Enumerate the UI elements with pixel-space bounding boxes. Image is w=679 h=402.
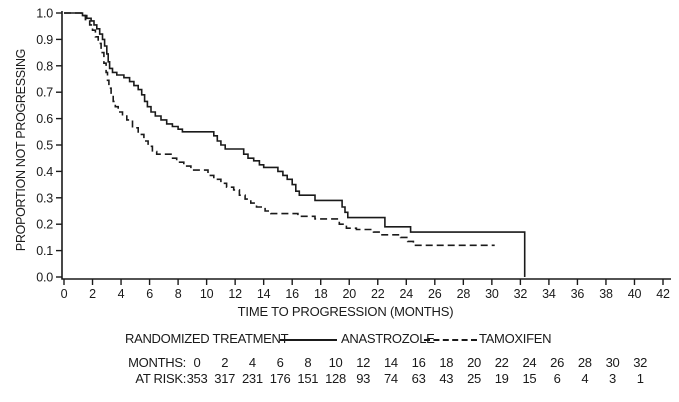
- x-tick-label: 40: [628, 287, 642, 301]
- risk-atrisk-value: 317: [214, 371, 236, 386]
- x-tick-label: 42: [656, 287, 670, 301]
- risk-table-months-row: MONTHS: 0 2 4 6 8 10 12 14 16 18 20 22 24 26 28 30 32: [0, 355, 679, 370]
- x-tick-label: 18: [314, 287, 328, 301]
- risk-months-value: 22: [494, 355, 509, 370]
- y-tick-label: 0.5: [36, 139, 53, 153]
- risk-atrisk-value: 4: [581, 371, 589, 386]
- risk-atrisk-value: 1: [636, 371, 644, 386]
- x-tick-label: 12: [228, 287, 242, 301]
- risk-atrisk-value: 25: [467, 371, 481, 386]
- risk-months-value: 14: [383, 355, 398, 370]
- y-tick-label: 0.1: [36, 244, 53, 258]
- risk-atrisk-value: 43: [439, 371, 454, 386]
- risk-months-label: MONTHS:: [128, 355, 186, 370]
- x-tick-label: 0: [61, 287, 68, 301]
- risk-months-value: 16: [411, 355, 426, 370]
- risk-months-value: 20: [467, 355, 481, 370]
- x-tick-label: 6: [146, 287, 153, 301]
- axes: [61, 11, 671, 280]
- risk-months-value: 12: [356, 355, 371, 370]
- x-tick-label: 28: [457, 287, 471, 301]
- risk-months-value: 18: [439, 355, 454, 370]
- risk-atrisk-value: 74: [383, 371, 398, 386]
- risk-months-value: 24: [522, 355, 537, 370]
- y-tick-label: 0.7: [36, 86, 53, 100]
- x-axis-title: TIME TO PROGRESSION (MONTHS): [237, 304, 454, 319]
- risk-atrisk-value: 128: [325, 371, 346, 386]
- x-tick-label: 14: [257, 287, 271, 301]
- risk-atrisk-value: 151: [297, 371, 319, 386]
- risk-months-value: 26: [550, 355, 565, 370]
- x-tick-label: 38: [599, 287, 613, 301]
- risk-atrisk-label: AT RISK:: [135, 371, 186, 386]
- tamoxifen-curve: [64, 12, 495, 247]
- x-tick-label: 26: [428, 287, 442, 301]
- anastrozole-curve: [64, 12, 526, 277]
- x-tick-label: 8: [175, 287, 182, 301]
- legend-title: RANDOMIZED TREATMENT: [125, 331, 289, 346]
- y-tick-label: 0.6: [36, 112, 53, 126]
- x-tick-label: 36: [571, 287, 585, 301]
- risk-atrisk-value: 19: [494, 371, 509, 386]
- legend-label-tamoxifen: TAMOXIFEN: [479, 331, 552, 346]
- risk-months-value: 8: [304, 355, 312, 370]
- solid-line-sample: [280, 339, 337, 341]
- legend-label-anastrozole: ANASTROZOLE: [341, 331, 435, 346]
- x-tick-label: 24: [400, 287, 414, 301]
- risk-months-value: 2: [221, 355, 229, 370]
- y-tick-label: 0.3: [36, 191, 53, 205]
- risk-months-value: 28: [577, 355, 592, 370]
- risk-months-value: 32: [633, 355, 648, 370]
- legend: RANDOMIZED TREATMENT ANASTROZOLE TAMOXIF…: [0, 331, 679, 347]
- x-tick-label: 20: [342, 287, 356, 301]
- x-tick-label: 32: [514, 287, 528, 301]
- risk-months-value: 10: [328, 355, 343, 370]
- y-tick-label: 0.8: [36, 59, 53, 73]
- x-tick-label: 22: [371, 287, 385, 301]
- y-tick-label: 0.9: [36, 33, 53, 47]
- risk-atrisk-value: 353: [186, 371, 208, 386]
- risk-atrisk-value: 6: [553, 371, 561, 386]
- risk-months-value: 30: [605, 355, 620, 370]
- x-tick-label: 10: [200, 287, 214, 301]
- risk-atrisk-value: 63: [411, 371, 426, 386]
- y-tick-label: 0.0: [36, 271, 53, 285]
- x-tick-label: 16: [285, 287, 299, 301]
- risk-atrisk-value: 176: [269, 371, 291, 386]
- risk-table-atrisk-row: AT RISK: 353 317 231 176 151 128 93 74 63 43 25 19 1…: [0, 371, 679, 386]
- x-tick-label: 2: [89, 287, 96, 301]
- risk-months-value: 6: [276, 355, 284, 370]
- x-tick-label: 4: [118, 287, 125, 301]
- risk-atrisk-value: 3: [609, 371, 616, 386]
- x-tick-label: 34: [542, 287, 556, 301]
- y-axis-title: PROPORTION NOT PROGRESSING: [14, 48, 28, 252]
- y-tick-label: 1.0: [36, 7, 53, 21]
- risk-atrisk-value: 93: [356, 371, 371, 386]
- x-tick-label: 30: [485, 287, 499, 301]
- risk-atrisk-value: 15: [522, 371, 537, 386]
- risk-months-value: 4: [248, 355, 256, 370]
- risk-atrisk-value: 231: [241, 371, 263, 386]
- y-tick-label: 0.2: [36, 218, 53, 232]
- y-tick-label: 0.4: [36, 165, 53, 179]
- dashed-line-sample: [424, 339, 477, 341]
- risk-months-value: 0: [193, 355, 201, 370]
